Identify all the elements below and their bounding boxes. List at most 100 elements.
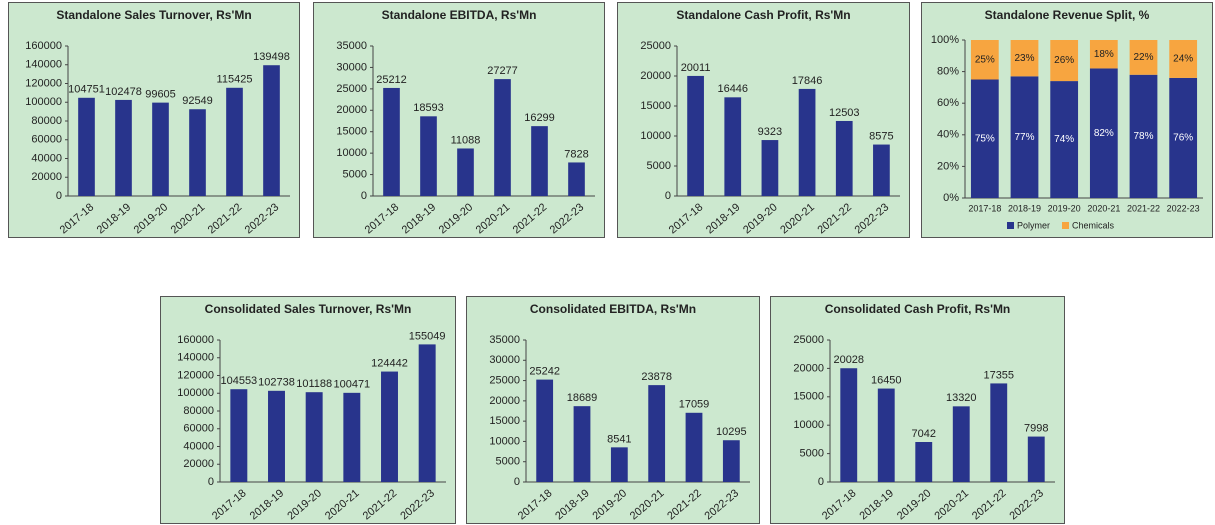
data-label: 17059: [679, 399, 710, 411]
bar: [840, 368, 858, 482]
data-label: 76%: [1173, 133, 1193, 144]
legend-label: Chemicals: [1072, 220, 1115, 230]
y-tick-label: 0: [208, 476, 214, 488]
data-label: 104751: [68, 84, 105, 96]
data-label: 115425: [217, 74, 253, 86]
y-tick-label: 25000: [336, 83, 367, 95]
chart-panel: Consolidated Cash Profit, Rs'Mn 0 5000 1000…: [770, 296, 1065, 524]
data-label: 100471: [333, 379, 370, 391]
y-tick-label: 160000: [25, 40, 62, 52]
chart-panel: Standalone Revenue Split, % 0% 20% 40% 60% 80…: [921, 2, 1213, 238]
data-label: 74%: [1054, 134, 1074, 145]
y-tick-label: 20000: [640, 70, 671, 82]
bar: [722, 440, 740, 482]
bar-segment: [1129, 40, 1158, 75]
bar: [952, 406, 970, 482]
data-label: 7828: [564, 148, 588, 160]
chart-panel: Consolidated EBITDA, Rs'Mn 0 5000 10000 1500…: [466, 296, 760, 524]
y-tick-label: 35000: [489, 334, 520, 346]
data-label: 92549: [182, 95, 213, 107]
y-tick-label: 15000: [793, 391, 824, 403]
data-label: 9323: [758, 126, 782, 138]
y-tick-label: 120000: [25, 77, 62, 89]
y-tick-label: 35000: [336, 40, 367, 52]
data-label: 22%: [1133, 52, 1153, 63]
y-tick-label: 100%: [931, 34, 959, 46]
data-label: 7042: [912, 428, 936, 440]
bar: [761, 140, 779, 196]
bar: [381, 371, 398, 482]
data-label: 27277: [487, 65, 518, 77]
y-tick-label: 140000: [25, 59, 62, 71]
chart-panel: Standalone EBITDA, Rs'Mn 0 5000 10000 15000 2…: [313, 2, 605, 238]
bar: [990, 383, 1008, 482]
y-tick-label: 20000: [31, 171, 62, 183]
data-label: 8541: [607, 433, 631, 445]
data-label: 20011: [681, 62, 711, 74]
legend-swatch: [1007, 222, 1014, 229]
bar: [536, 379, 554, 482]
y-tick-label: 5000: [800, 448, 824, 460]
bar: [531, 126, 548, 196]
data-label: 18689: [567, 392, 598, 404]
bar: [873, 144, 890, 196]
legend-swatch: [1062, 222, 1069, 229]
bar: [835, 120, 853, 196]
panel-background: [313, 2, 605, 238]
y-tick-label: 25000: [489, 374, 520, 386]
y-tick-label: 60000: [31, 134, 62, 146]
chart-title: Standalone Cash Profit, Rs'Mn: [676, 8, 850, 22]
data-label: 75%: [975, 133, 995, 144]
data-label: 139498: [253, 51, 290, 63]
data-label: 11088: [451, 134, 481, 146]
y-tick-label: 0: [514, 476, 520, 488]
y-tick-label: 0: [361, 190, 367, 202]
y-tick-label: 5000: [496, 456, 520, 468]
data-label: 17355: [983, 369, 1014, 381]
bar: [610, 447, 628, 482]
data-label: 102478: [105, 86, 142, 98]
y-tick-label: 25000: [793, 334, 824, 346]
y-tick-label: 40000: [31, 152, 62, 164]
bar: [226, 87, 243, 196]
data-label: 8575: [869, 130, 893, 142]
data-label: 18%: [1094, 49, 1114, 60]
y-tick-label: 20000: [793, 362, 824, 374]
data-label: 82%: [1094, 128, 1114, 139]
bar: [494, 79, 511, 196]
data-label: 23%: [1014, 53, 1034, 64]
y-tick-label: 10000: [336, 147, 367, 159]
data-label: 25242: [529, 365, 560, 377]
x-tick-label: 2021-22: [1127, 203, 1160, 213]
y-tick-label: 5000: [647, 160, 671, 172]
y-tick-label: 0%: [943, 192, 959, 204]
y-tick-label: 160000: [177, 334, 214, 346]
data-label: 104553: [220, 375, 257, 387]
bar: [457, 148, 474, 196]
bar: [798, 88, 816, 196]
y-tick-label: 140000: [177, 352, 214, 364]
y-tick-label: 100000: [25, 96, 62, 108]
bar: [687, 75, 704, 196]
data-label: 77%: [1014, 132, 1034, 143]
x-tick-label: 2018-19: [1008, 203, 1041, 213]
bar-segment: [1169, 77, 1198, 198]
bar: [685, 412, 703, 482]
y-tick-label: 40%: [937, 129, 959, 141]
legend-label: Polymer: [1017, 220, 1050, 230]
bar: [383, 87, 400, 196]
panel-background: [617, 2, 910, 238]
data-label: 12503: [829, 107, 860, 119]
x-tick-label: 2017-18: [968, 203, 1001, 213]
y-tick-label: 15000: [336, 126, 367, 138]
y-tick-label: 30000: [336, 61, 367, 73]
data-label: 7998: [1024, 422, 1048, 434]
y-tick-label: 20000: [336, 104, 367, 116]
bar: [420, 116, 437, 196]
bar: [877, 388, 895, 482]
y-tick-label: 10000: [489, 435, 520, 447]
bar: [230, 389, 248, 482]
bar-segment: [1169, 40, 1198, 78]
bar: [263, 65, 280, 196]
